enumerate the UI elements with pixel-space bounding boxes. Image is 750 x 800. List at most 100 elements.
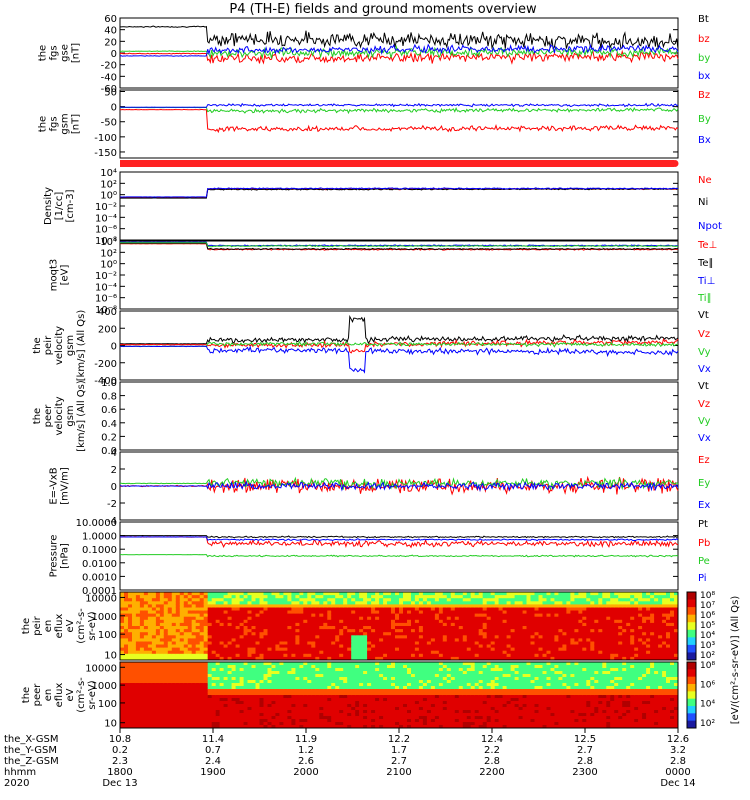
- spectrogram-cell: [163, 616, 169, 621]
- spectrogram-cell: [578, 647, 583, 652]
- spectrogram-cell: [538, 647, 543, 652]
- spectrogram-cell: [151, 653, 157, 658]
- spectrogram-cell: [566, 635, 571, 639]
- spectrogram-cell: [646, 616, 651, 621]
- spectrogram-cell: [418, 622, 424, 627]
- spectrogram-cell: [155, 622, 161, 627]
- spectrogram-cell: [299, 698, 304, 702]
- spectrogram-cell: [143, 665, 149, 669]
- spectrogram-cell: [227, 665, 233, 669]
- y-tick-label: 10⁴: [100, 168, 117, 179]
- spectrogram-cell: [187, 626, 193, 630]
- spectrogram-cell: [574, 638, 579, 642]
- spectrogram-cell: [279, 626, 284, 630]
- spectrogram-cell: [434, 592, 440, 596]
- y-axis-label-line: the: [21, 618, 32, 634]
- spectrogram-cell: [207, 695, 213, 699]
- spectrogram-cell: [391, 677, 396, 681]
- spectrogram-cell: [231, 674, 237, 678]
- spectrogram-cell: [267, 674, 272, 678]
- spectrogram-cell: [295, 710, 300, 714]
- spectrogram-cell: [502, 604, 508, 608]
- spectrogram-cell: [159, 677, 165, 681]
- spectrogram-cell: [179, 662, 185, 666]
- spectrogram-cell: [219, 719, 225, 723]
- spectrogram-cell: [534, 650, 539, 655]
- spectrogram-cell: [375, 619, 380, 624]
- spectrogram-cell: [351, 622, 356, 627]
- spectrogram-cell: [135, 601, 141, 605]
- spectrogram-cell: [120, 638, 125, 642]
- spectrogram-cell: [143, 598, 149, 602]
- y-tick-label: 20: [104, 37, 117, 48]
- spectrogram-cell: [371, 604, 376, 608]
- spectrogram-cell: [219, 698, 225, 702]
- spectrogram-cell: [323, 695, 328, 699]
- spectrogram-cell: [267, 635, 272, 639]
- spectrogram-cell: [347, 607, 352, 612]
- panel-frame: [119, 89, 679, 159]
- spectrogram-cell: [139, 674, 145, 678]
- spectrogram-cell: [614, 622, 619, 627]
- spectrogram-cell: [582, 592, 587, 596]
- spectrogram-cell: [670, 647, 675, 652]
- spectrogram-cell: [610, 601, 615, 605]
- spectrogram-cell: [399, 668, 404, 672]
- spectrogram-cell: [215, 683, 221, 687]
- spectrogram-cell: [614, 629, 619, 633]
- spectrogram-cell: [275, 662, 280, 666]
- spectrogram-cell: [383, 635, 388, 639]
- spectrogram-cell: [147, 650, 153, 655]
- spectrogram-cell: [343, 713, 348, 717]
- legend-Pe: Pe: [698, 556, 710, 567]
- spectrogram-cell: [175, 719, 181, 723]
- spectrogram-cell: [446, 629, 452, 633]
- spectrogram-cell: [191, 674, 197, 678]
- spectrogram-cell: [151, 647, 157, 652]
- spectrogram-cell: [363, 662, 368, 666]
- spectrogram-cell: [634, 610, 639, 615]
- spectrogram-cell: [550, 598, 555, 602]
- spectrogram-cell: [143, 701, 149, 705]
- spectrogram-cell: [271, 626, 276, 630]
- spectrogram-cell: [379, 671, 384, 675]
- spectrogram-cell: [339, 656, 344, 661]
- spectrogram-cell: [379, 653, 384, 658]
- spectrogram-cell: [291, 595, 296, 599]
- spectrogram-cell: [135, 656, 141, 661]
- spectrogram-cell: [243, 653, 249, 658]
- spectrogram-cell: [207, 719, 213, 723]
- spectrogram-cell: [610, 622, 615, 627]
- spectrogram-cell: [167, 626, 173, 630]
- spectrogram-cell: [299, 641, 304, 646]
- y-axis-label-line: [mV/m]: [60, 467, 71, 505]
- spectrogram-cell: [446, 595, 452, 599]
- spectrogram-cell: [287, 668, 292, 672]
- spectrogram-cell: [626, 622, 631, 627]
- spectrogram-cell: [438, 629, 444, 633]
- spectrogram-cell: [279, 638, 284, 642]
- spectrogram-cell: [132, 695, 137, 699]
- spectrogram-cell: [482, 601, 488, 605]
- spectrogram-cell: [363, 686, 368, 690]
- spectrogram-cell: [514, 653, 520, 658]
- spectrogram-cell: [502, 613, 508, 618]
- spectrogram-cell: [183, 683, 189, 687]
- spectrogram-cell: [124, 674, 129, 678]
- spectrogram-cell: [391, 653, 396, 658]
- spectrogram-cell: [231, 656, 237, 661]
- spectrogram-cell: [387, 619, 392, 624]
- spectrogram-cell: [518, 644, 524, 649]
- spectrogram-cell: [470, 629, 476, 633]
- spectrogram-cell: [375, 686, 380, 690]
- spectrogram-cell: [343, 638, 348, 642]
- spectrogram-cell: [311, 638, 316, 642]
- spectrogram-cell: [267, 680, 272, 684]
- spectrogram-cell: [355, 635, 360, 639]
- spectrogram-cell: [379, 622, 384, 627]
- spectrogram-cell: [219, 653, 225, 658]
- spectrogram-cell: [403, 677, 408, 681]
- spectrogram-cell: [622, 592, 627, 596]
- spectrogram-cell: [335, 695, 340, 699]
- spectrogram-cell: [307, 692, 312, 696]
